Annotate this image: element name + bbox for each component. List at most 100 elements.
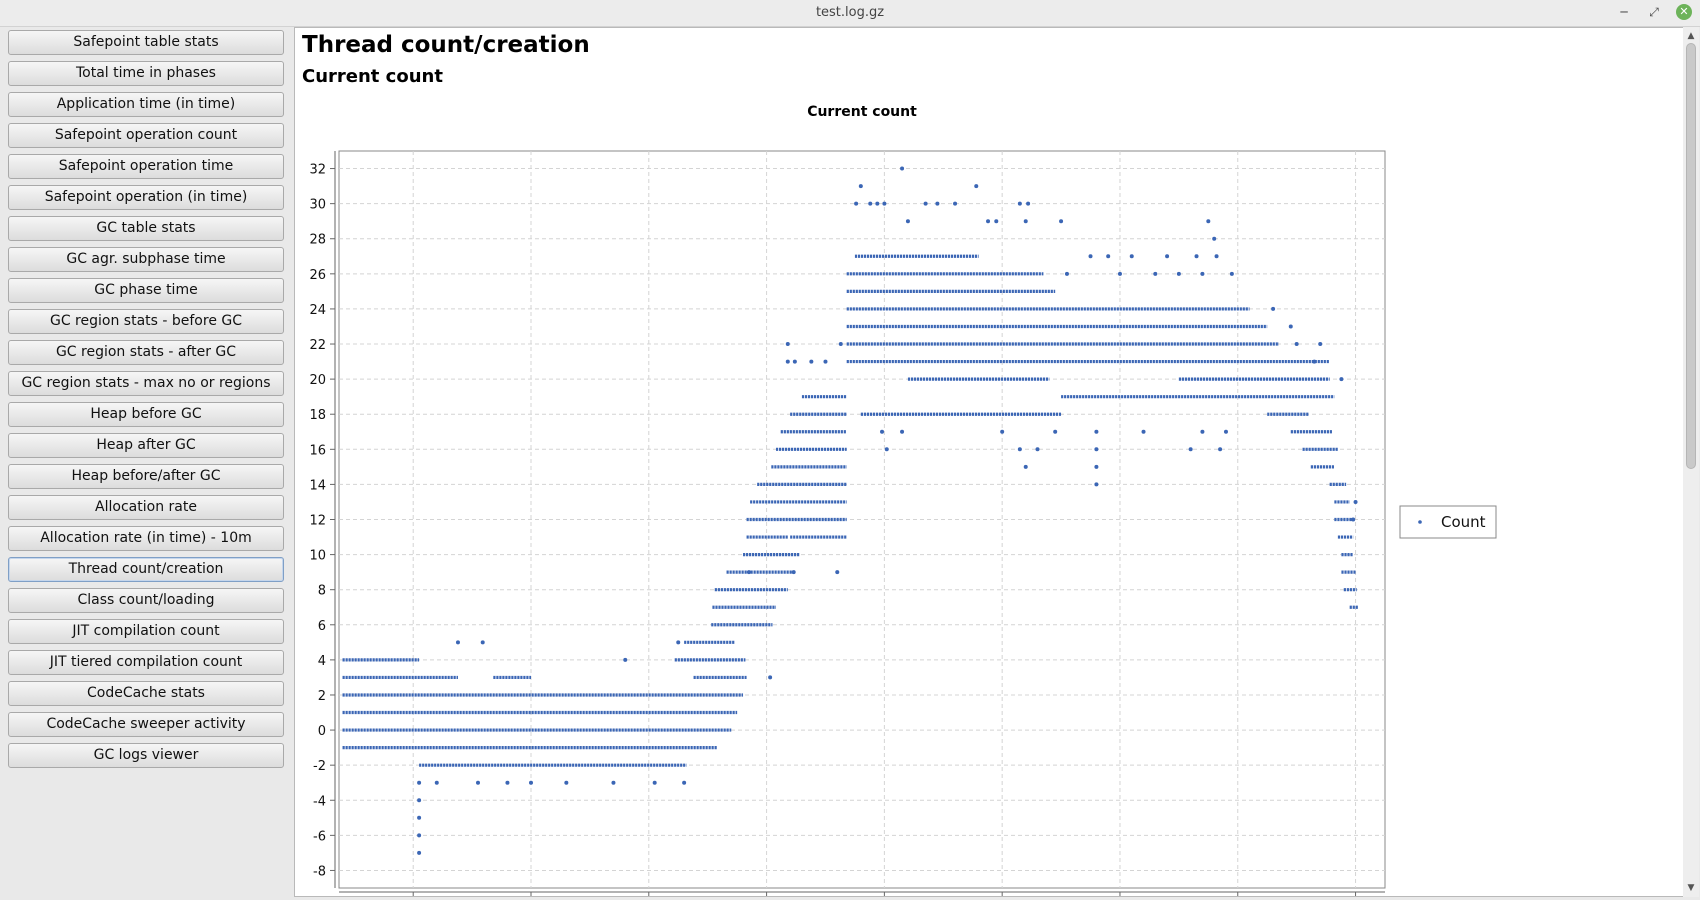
data-point [1094, 429, 1099, 434]
data-point [1094, 447, 1099, 452]
sidebar-button-gc-region-stats-after[interactable]: GC region stats - after GC [8, 340, 284, 365]
data-point [1200, 271, 1205, 276]
y-tick-label: 2 [318, 689, 326, 704]
sidebar-button-gc-table-stats[interactable]: GC table stats [8, 216, 284, 241]
data-point [986, 219, 991, 224]
data-point [1212, 236, 1217, 241]
sidebar-button-allocation-rate-in-time[interactable]: Allocation rate (in time) - 10m [8, 526, 284, 551]
y-tick-label: 18 [309, 408, 326, 423]
data-point [868, 201, 873, 206]
data-point [880, 429, 885, 434]
data-point [564, 780, 569, 785]
scroll-up-icon[interactable]: ▲ [1687, 31, 1695, 41]
scroll-down-icon[interactable]: ▼ [1687, 883, 1695, 893]
data-point [623, 657, 628, 662]
data-point [1064, 271, 1069, 276]
data-point [835, 570, 840, 575]
data-point [480, 640, 485, 645]
sidebar-button-safepoint-operation-in-time[interactable]: Safepoint operation (in time) [8, 185, 284, 210]
sidebar-button-allocation-rate[interactable]: Allocation rate [8, 495, 284, 520]
sidebar-button-codecache-stats[interactable]: CodeCache stats [8, 681, 284, 706]
data-point [417, 798, 422, 803]
data-point [417, 833, 422, 838]
scroll-thumb[interactable] [1686, 43, 1696, 469]
sidebar: Safepoint table stats Total time in phase… [8, 30, 284, 774]
sidebar-button-gc-region-stats-before[interactable]: GC region stats - before GC [8, 309, 284, 334]
sidebar-button-jit-tiered-compilation-count[interactable]: JIT tiered compilation count [8, 650, 284, 675]
window-title: test.log.gz [815, 5, 885, 20]
y-tick-label: 32 [309, 163, 326, 178]
data-point [838, 342, 843, 347]
data-point [923, 201, 928, 206]
y-tick-label: -6 [313, 829, 326, 844]
sidebar-button-heap-after-gc[interactable]: Heap after GC [8, 433, 284, 458]
y-tick-label: 20 [309, 373, 326, 388]
data-point [1194, 254, 1199, 259]
y-tick-label: 22 [309, 338, 326, 353]
minimize-icon[interactable]: ─ [1620, 5, 1628, 19]
data-point [1094, 482, 1099, 487]
data-point [1035, 447, 1040, 452]
data-point [417, 815, 422, 820]
data-point [858, 184, 863, 189]
sidebar-button-heap-before-gc[interactable]: Heap before GC [8, 402, 284, 427]
data-point [1318, 342, 1323, 347]
sidebar-button-codecache-sweeper-activity[interactable]: CodeCache sweeper activity [8, 712, 284, 737]
sidebar-button-safepoint-operation-time[interactable]: Safepoint operation time [8, 154, 284, 179]
data-point [1023, 219, 1028, 224]
sidebar-button-safepoint-table-stats[interactable]: Safepoint table stats [8, 30, 284, 55]
data-point [1053, 429, 1058, 434]
data-point [1059, 219, 1064, 224]
data-point [1023, 464, 1028, 469]
data-point [900, 166, 905, 171]
chart-title: Current count [807, 104, 917, 120]
data-point [417, 780, 422, 785]
sidebar-button-safepoint-operation-count[interactable]: Safepoint operation count [8, 123, 284, 148]
data-point [1206, 219, 1211, 224]
y-tick-label: -4 [313, 794, 326, 809]
data-point [1106, 254, 1111, 259]
data-point [417, 850, 422, 855]
data-point [1129, 254, 1134, 259]
y-tick-label: 6 [318, 619, 326, 634]
data-point [1218, 447, 1223, 452]
y-tick-label: 14 [309, 478, 326, 493]
data-point [768, 675, 773, 680]
sidebar-button-application-time[interactable]: Application time (in time) [8, 92, 284, 117]
maximize-icon[interactable]: ⤢ [1649, 5, 1659, 19]
data-point [1339, 377, 1344, 382]
data-point [1017, 201, 1022, 206]
data-point [791, 570, 796, 575]
sidebar-button-heap-before-after-gc[interactable]: Heap before/after GC [8, 464, 284, 489]
page-subtitle: Current count [302, 66, 443, 87]
sidebar-button-gc-region-stats-max[interactable]: GC region stats - max no or regions [8, 371, 284, 396]
sidebar-button-class-count-loading[interactable]: Class count/loading [8, 588, 284, 613]
y-tick-label: 28 [309, 233, 326, 248]
close-icon[interactable]: ✕ [1676, 4, 1692, 20]
data-point [611, 780, 616, 785]
data-point [900, 429, 905, 434]
sidebar-button-total-time-in-phases[interactable]: Total time in phases [8, 61, 284, 86]
sidebar-button-thread-count-creation[interactable]: Thread count/creation [8, 557, 284, 582]
vertical-scrollbar[interactable]: ▲ ▼ [1683, 27, 1699, 897]
y-tick-label: 8 [318, 584, 326, 599]
y-tick-label: -2 [313, 759, 326, 774]
y-tick-label: 12 [309, 514, 326, 529]
data-point [785, 342, 790, 347]
sidebar-button-gc-phase-time[interactable]: GC phase time [8, 278, 284, 303]
data-point [809, 359, 814, 364]
data-point [746, 570, 751, 575]
main-panel: Thread count/creation Current count Curr… [294, 27, 1684, 897]
sidebar-button-gc-agr-subphase-time[interactable]: GC agr. subphase time [8, 247, 284, 272]
data-point [1117, 271, 1122, 276]
data-point [905, 219, 910, 224]
data-point [652, 780, 657, 785]
data-point [1200, 429, 1205, 434]
data-point [1271, 306, 1276, 311]
data-point [935, 201, 940, 206]
data-point [953, 201, 958, 206]
data-point [792, 359, 797, 364]
y-tick-label: 24 [309, 303, 326, 318]
sidebar-button-gc-logs-viewer[interactable]: GC logs viewer [8, 743, 284, 768]
sidebar-button-jit-compilation-count[interactable]: JIT compilation count [8, 619, 284, 644]
